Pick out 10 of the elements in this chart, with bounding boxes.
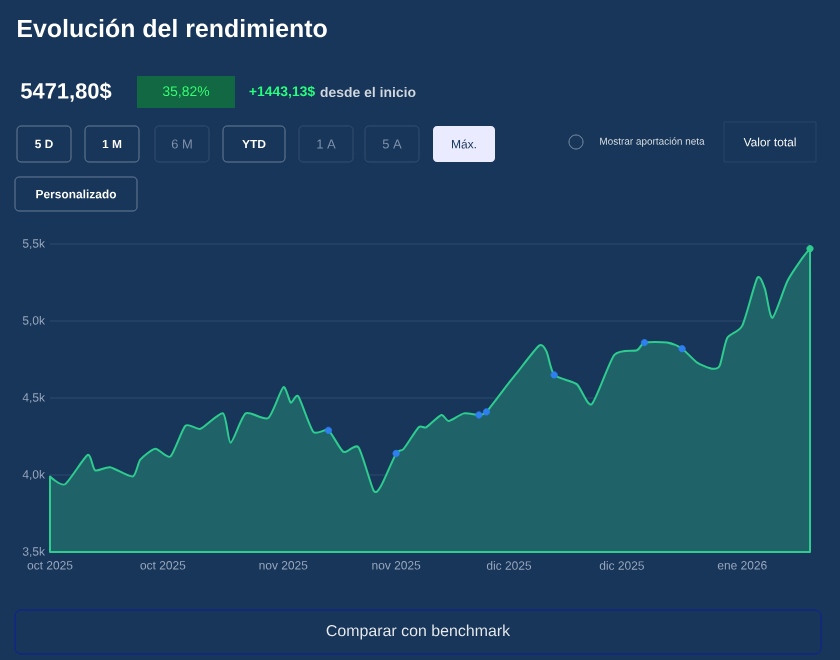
point [482, 408, 491, 416]
point [392, 449, 400, 458]
point [678, 345, 686, 353]
point [475, 411, 483, 419]
point [640, 338, 649, 347]
point [550, 371, 558, 379]
chart-title: Evolución del rendimiento [18, 18, 327, 38]
text: 5471,80$ [20, 82, 112, 102]
point [324, 426, 333, 434]
point [806, 245, 814, 253]
